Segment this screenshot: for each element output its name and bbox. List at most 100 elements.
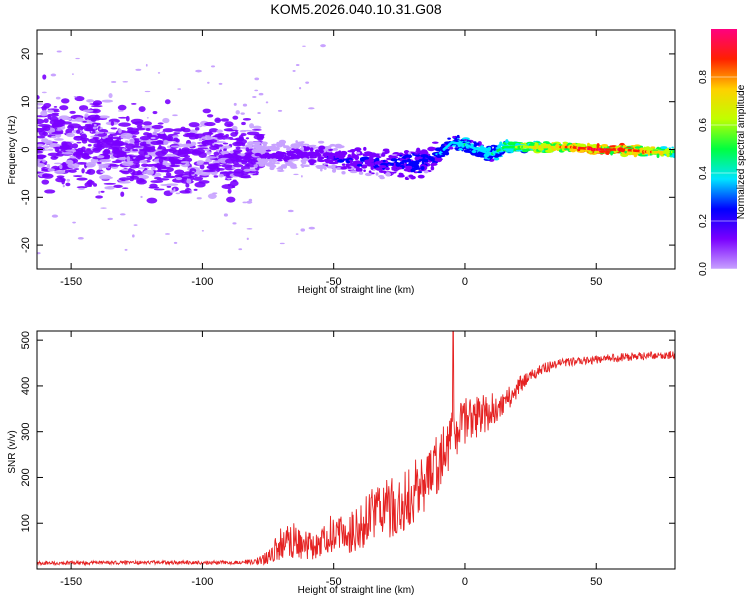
spectral-blob: [224, 138, 231, 140]
y-tick-label: 500: [20, 331, 32, 349]
spectral-blob: [337, 145, 345, 149]
spectral-blob: [545, 148, 554, 153]
spectral-blob: [55, 96, 61, 100]
spectral-blob: [241, 159, 248, 165]
x-tick-label: 0: [462, 276, 468, 288]
spectral-blob: [111, 142, 123, 146]
spectral-blob: [132, 234, 135, 238]
spectral-blob: [51, 135, 57, 139]
spectral-blob: [65, 182, 71, 187]
spectral-blob: [174, 169, 185, 175]
spectral-blob: [130, 118, 144, 124]
spectral-blob: [51, 214, 59, 218]
spectral-blob: [198, 152, 207, 158]
spectral-blob: [301, 165, 305, 168]
spectral-blob: [126, 156, 131, 162]
spectral-blob: [136, 155, 144, 159]
spectral-blob: [293, 173, 299, 176]
spectral-blob: [96, 140, 101, 144]
spectral-blob: [142, 121, 153, 126]
spectral-blob: [141, 163, 149, 167]
spectral-blob: [87, 114, 101, 120]
spectral-blob: [487, 146, 491, 152]
spectral-blob: [62, 121, 72, 125]
spectral-blob: [70, 127, 75, 131]
spectral-blob: [265, 162, 274, 167]
spectral-blob: [42, 173, 51, 178]
spectral-blob: [126, 127, 134, 130]
colorbar-tick-label: 0.0: [698, 262, 709, 276]
spectral-blob: [50, 73, 57, 77]
spectral-blob: [37, 135, 46, 139]
spectral-blob: [171, 162, 175, 167]
spectral-blob: [364, 172, 373, 177]
spectral-blob: [180, 161, 190, 164]
spectral-blob: [252, 173, 259, 176]
spectral-blob: [84, 113, 89, 118]
spectral-blob: [395, 162, 401, 167]
spectral-blob: [575, 143, 582, 148]
spectral-blob: [66, 178, 71, 182]
spectral-blob: [660, 146, 668, 150]
spectral-blob: [218, 82, 223, 85]
spectral-blob: [139, 135, 151, 141]
spectral-blob: [37, 95, 40, 100]
spectral-blob: [490, 144, 497, 147]
spectral-blob: [62, 184, 65, 188]
spectral-blob: [515, 149, 523, 152]
spectral-blob: [389, 156, 394, 159]
spectral-blob: [475, 142, 480, 146]
spectral-blob: [165, 153, 176, 157]
spectral-blob: [378, 165, 387, 169]
spectral-blob: [226, 129, 239, 132]
spectral-blob: [118, 122, 131, 127]
spectral-blob: [210, 65, 216, 68]
spectral-blob: [241, 121, 246, 126]
spectral-blob: [300, 146, 305, 151]
spectral-blob: [85, 148, 92, 151]
spectral-blob: [257, 111, 261, 114]
spectral-blob: [173, 128, 185, 132]
spectral-blob: [350, 149, 357, 152]
spectral-blob: [516, 148, 522, 150]
snr-y-label: SNR (v/v): [7, 430, 18, 473]
spectral-blob: [300, 141, 305, 144]
spectral-blob: [117, 110, 124, 112]
spectral-blob: [413, 166, 419, 171]
spectral-blob: [317, 159, 326, 163]
spectral-blob: [76, 186, 88, 189]
spectral-blob: [156, 178, 170, 181]
spectral-blob: [120, 132, 133, 139]
spectral-blob: [213, 175, 219, 178]
spectral-blob: [170, 145, 184, 148]
spectral-blob: [277, 109, 283, 112]
spectral-blob: [47, 168, 55, 172]
spectral-blob: [185, 182, 190, 188]
spectral-blob: [243, 168, 251, 172]
spectral-blob: [155, 140, 164, 145]
spectral-blob: [188, 122, 200, 128]
spectral-blob: [100, 190, 105, 193]
spectral-blob: [65, 128, 73, 134]
spectral-blob: [420, 154, 429, 158]
spectral-blob: [186, 143, 193, 146]
spectral-blob: [72, 151, 81, 157]
spectral-blob: [173, 137, 179, 142]
spectral-blob: [118, 116, 128, 119]
spectral-blob: [163, 175, 176, 179]
spectral-blob: [96, 169, 104, 175]
spectral-blob: [213, 151, 220, 156]
spectral-blob: [280, 151, 287, 155]
spectral-blob: [66, 117, 72, 121]
spectral-blob: [201, 229, 205, 232]
spectral-blob: [41, 179, 50, 185]
spectral-blob: [61, 152, 75, 155]
spectral-blob: [385, 172, 392, 177]
spectral-blob: [412, 161, 420, 166]
spectral-blob: [299, 86, 302, 90]
spectral-blob: [398, 172, 403, 176]
y-tick-label: 300: [20, 423, 32, 441]
spectral-blob: [286, 156, 293, 160]
spectral-blob: [119, 213, 126, 216]
spectral-blob: [368, 170, 372, 174]
